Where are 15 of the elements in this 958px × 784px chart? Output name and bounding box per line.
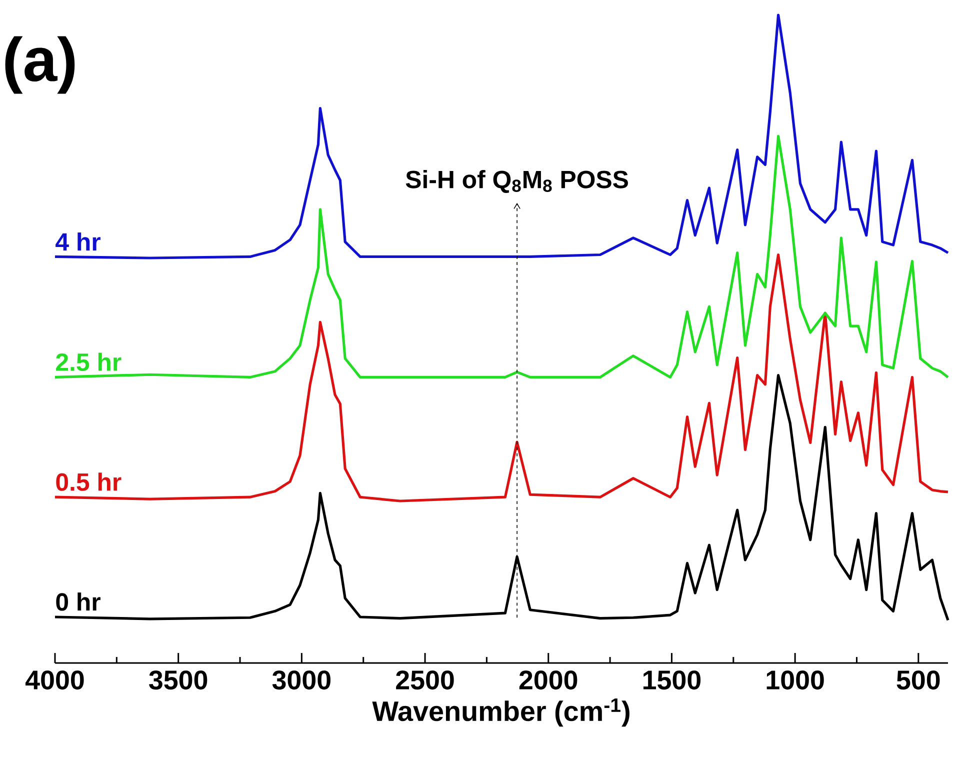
x-tick-label: 500 [896, 670, 940, 690]
x-tick-label: 3000 [272, 670, 330, 690]
x-tick-label: 1000 [766, 670, 824, 690]
x-tick-label: 3500 [149, 670, 208, 690]
series-label: 2.5 hr [56, 352, 122, 372]
x-tick-label: 2000 [519, 670, 578, 690]
chart-title: (a) [5, 36, 75, 94]
x-tick-label: 2500 [396, 670, 454, 690]
x-axis-title: Wavenumber (cm$^{-1}$) [372, 698, 630, 727]
ref-line-label: Si-H of Q$_{8}$M$_{8}$ POSS [406, 170, 628, 193]
series-label: 4 hr [56, 232, 100, 250]
x-tick-label: 1500 [643, 670, 701, 690]
x-tick-label: 4000 [25, 670, 84, 690]
series-label: 0 hr [56, 592, 100, 611]
series-label: 0.5 hr [56, 472, 122, 491]
